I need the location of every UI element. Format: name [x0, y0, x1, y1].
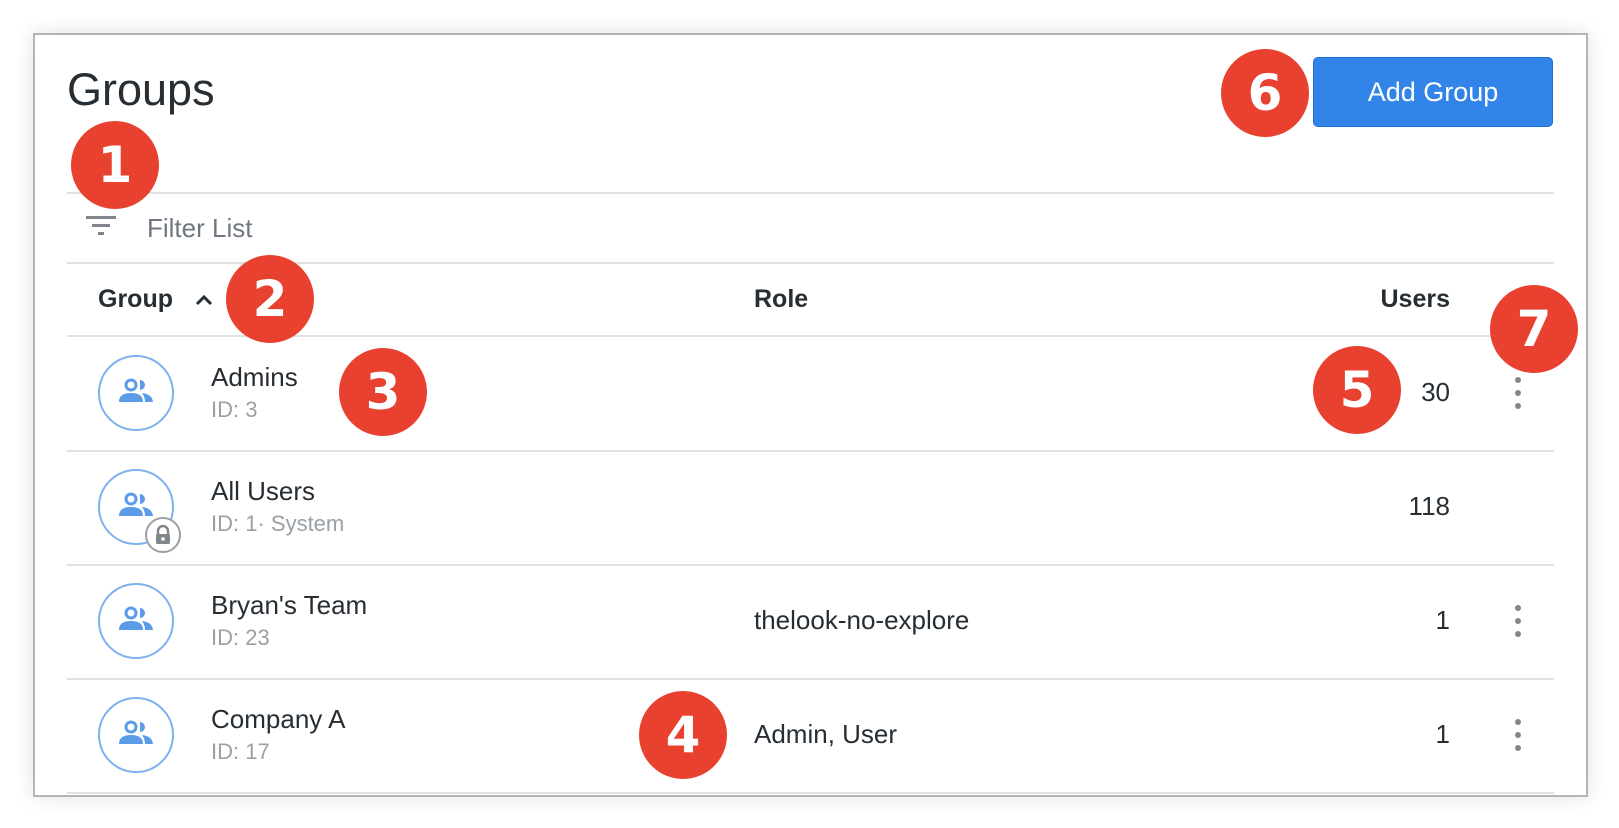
- divider: [67, 678, 1554, 680]
- group-id: ID: 17: [211, 739, 270, 764]
- column-header-group[interactable]: Group: [98, 285, 214, 314]
- group-name[interactable]: Company A: [211, 704, 346, 734]
- divider: [67, 564, 1554, 566]
- table-row[interactable]: All Users ID: 1· System 118: [67, 451, 1554, 565]
- group-avatar: [98, 469, 174, 545]
- column-header-role: Role: [754, 285, 809, 313]
- divider: [67, 335, 1554, 337]
- group-icon: [118, 606, 154, 637]
- group-id: ID: 1· System: [211, 511, 345, 536]
- group-name[interactable]: All Users: [211, 476, 316, 506]
- divider: [67, 262, 1554, 264]
- user-count: 30: [1421, 377, 1450, 407]
- divider: [67, 792, 1554, 794]
- group-role: Admin, User: [754, 719, 898, 749]
- group-avatar: [98, 583, 174, 659]
- group-avatar: [98, 697, 174, 773]
- user-count: 118: [1408, 491, 1450, 521]
- group-icon: [118, 492, 154, 523]
- group-icon: [118, 378, 154, 409]
- divider: [67, 450, 1554, 452]
- group-name[interactable]: Admins: [211, 362, 298, 392]
- group-avatar: [98, 355, 174, 431]
- annotation-badge-1: 1: [71, 121, 159, 209]
- column-header-group-label: Group: [98, 285, 173, 313]
- page-title: Groups: [67, 64, 215, 115]
- table-row[interactable]: Bryan's Team ID: 23 thelook-no-explore 1: [67, 565, 1554, 679]
- group-icon: [118, 720, 154, 751]
- column-header-users: Users: [1380, 285, 1451, 313]
- add-group-button[interactable]: Add Group: [1313, 57, 1553, 127]
- group-id: ID: 23: [211, 625, 270, 650]
- group-role: thelook-no-explore: [754, 605, 970, 635]
- group-id: ID: 3: [211, 397, 258, 422]
- annotation-badge-7: 7: [1490, 285, 1578, 373]
- divider: [67, 192, 1554, 194]
- group-name[interactable]: Bryan's Team: [211, 590, 368, 620]
- user-count: 1: [1435, 719, 1450, 749]
- more-options-icon[interactable]: [1507, 715, 1529, 755]
- annotation-badge-6: 6: [1221, 49, 1309, 137]
- more-options-icon[interactable]: [1507, 601, 1529, 641]
- annotation-badge-2: 2: [226, 255, 314, 343]
- more-options-icon[interactable]: [1507, 373, 1529, 413]
- chevron-up-icon: [195, 295, 213, 306]
- annotation-badge-3: 3: [339, 348, 427, 436]
- filter-icon[interactable]: [86, 214, 118, 238]
- filter-input[interactable]: Filter List: [147, 213, 253, 243]
- annotation-badge-5: 5: [1313, 346, 1401, 434]
- user-count: 1: [1435, 605, 1450, 635]
- lock-icon: [145, 517, 181, 553]
- table-row[interactable]: Company A ID: 17 Admin, User 1: [67, 679, 1554, 793]
- table-row[interactable]: Admins ID: 3 30: [67, 337, 1554, 451]
- annotation-badge-4: 4: [639, 691, 727, 779]
